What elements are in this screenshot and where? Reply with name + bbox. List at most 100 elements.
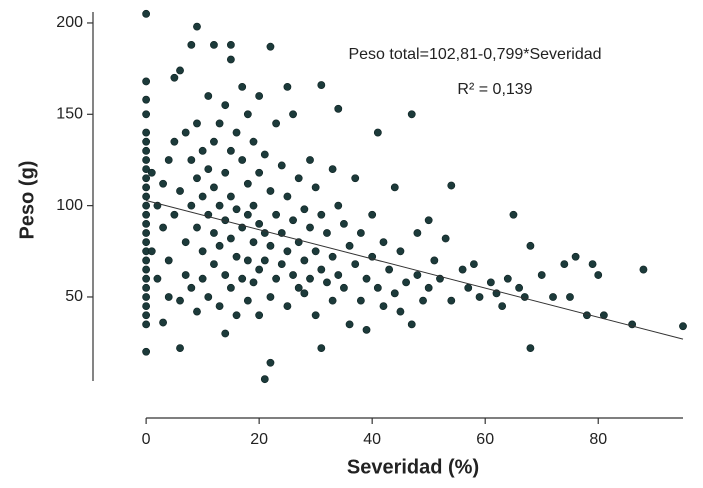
point	[181, 271, 190, 279]
point	[142, 283, 151, 292]
point	[142, 77, 151, 86]
point	[413, 229, 422, 237]
point	[176, 344, 184, 353]
point	[164, 156, 173, 164]
point	[328, 296, 337, 305]
point	[340, 220, 348, 228]
point	[334, 271, 343, 279]
point	[215, 241, 224, 250]
point	[571, 252, 580, 261]
point	[243, 210, 252, 219]
x-tick-label: 60	[476, 431, 494, 448]
point	[283, 192, 292, 201]
point	[334, 201, 343, 210]
point	[147, 247, 156, 256]
x-tick-label: 80	[589, 431, 607, 448]
point	[294, 174, 303, 183]
point	[142, 95, 151, 104]
point	[407, 110, 416, 119]
point	[142, 201, 151, 210]
point	[243, 110, 252, 119]
point	[176, 296, 184, 305]
point	[187, 156, 196, 164]
point	[176, 66, 184, 75]
point	[356, 229, 365, 237]
point	[334, 104, 343, 113]
point	[294, 283, 303, 292]
point	[181, 128, 190, 137]
point	[142, 347, 151, 356]
point	[317, 210, 326, 219]
point	[210, 40, 218, 49]
point	[351, 174, 360, 183]
point	[221, 101, 230, 110]
point	[266, 241, 275, 250]
point	[226, 40, 235, 49]
point	[306, 156, 314, 164]
point	[277, 260, 286, 268]
point	[255, 265, 264, 274]
point	[498, 302, 507, 311]
point	[193, 119, 201, 128]
point	[509, 210, 518, 219]
point	[142, 274, 151, 283]
point	[232, 128, 241, 137]
point	[249, 137, 258, 146]
y-tick-label: 100	[56, 197, 83, 214]
point	[486, 278, 495, 287]
point	[238, 156, 247, 164]
point	[345, 241, 354, 250]
point	[311, 183, 320, 192]
point	[458, 265, 467, 274]
point	[181, 238, 190, 247]
point	[396, 307, 405, 316]
point	[520, 293, 529, 301]
point	[345, 320, 354, 329]
point	[362, 274, 371, 283]
point	[311, 247, 320, 256]
point	[232, 311, 241, 320]
point	[283, 247, 292, 256]
annotation: R² = 0,139	[457, 81, 532, 98]
point	[430, 256, 439, 265]
point	[226, 55, 235, 64]
point	[142, 210, 151, 219]
point	[385, 265, 394, 274]
point	[390, 183, 399, 192]
y-tick-label: 150	[56, 106, 83, 123]
point	[198, 274, 207, 283]
point	[142, 174, 151, 183]
point	[289, 271, 297, 279]
point	[170, 137, 179, 146]
point	[300, 256, 309, 265]
point	[351, 260, 360, 268]
point	[323, 278, 331, 287]
point	[204, 165, 213, 173]
point	[204, 92, 213, 100]
point	[238, 82, 247, 91]
y-axis-label: Peso (g)	[16, 161, 38, 240]
trend-line	[145, 200, 684, 340]
point	[470, 260, 478, 268]
point	[187, 201, 196, 210]
point	[311, 311, 320, 320]
point	[379, 238, 388, 247]
point	[193, 307, 201, 316]
point	[210, 260, 218, 268]
point	[283, 302, 292, 311]
point	[396, 247, 405, 256]
point	[187, 283, 196, 292]
x-tick-label: 0	[142, 431, 151, 448]
point	[243, 179, 252, 188]
y-tick-label: 200	[56, 14, 83, 31]
point	[441, 234, 450, 243]
point	[226, 283, 235, 292]
point	[266, 187, 275, 195]
point	[215, 119, 224, 128]
point	[215, 201, 224, 210]
annotation: Peso total=102,81-0,799*Severidad	[348, 46, 601, 63]
point	[198, 192, 207, 201]
y-tick-label: 50	[65, 288, 83, 305]
point	[142, 293, 151, 301]
